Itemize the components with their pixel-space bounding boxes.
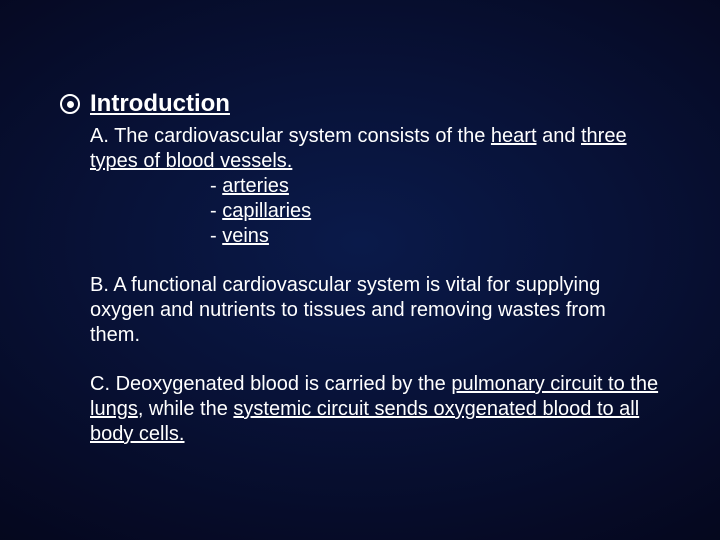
list-item: - arteries xyxy=(210,174,660,199)
vessel-list: - arteries - capillaries - veins xyxy=(90,174,660,249)
bullseye-icon xyxy=(60,94,80,114)
section-a-prefix: A. xyxy=(90,125,114,147)
section-c-text-2: , while the xyxy=(138,398,234,420)
section-b-text: A functional cardiovascular system is vi… xyxy=(90,274,606,346)
section-b: B. A functional cardiovascular system is… xyxy=(60,273,660,348)
list-item: - capillaries xyxy=(210,199,660,224)
dash: - xyxy=(210,225,222,247)
heading-row: Introduction xyxy=(60,90,660,118)
list-item: - veins xyxy=(210,224,660,249)
dash: - xyxy=(210,175,222,197)
section-c-prefix: C. xyxy=(90,373,116,395)
section-a-underline-heart: heart xyxy=(491,125,537,147)
vessel-name: arteries xyxy=(222,175,289,197)
section-c-text-1: Deoxygenated blood is carried by the xyxy=(116,373,452,395)
dash: - xyxy=(210,200,222,222)
section-a-text-2: and xyxy=(537,125,581,147)
section-b-prefix: B. xyxy=(90,274,113,296)
section-c: C. Deoxygenated blood is carried by the … xyxy=(60,372,660,447)
section-a-text-1: The cardiovascular system consists of th… xyxy=(114,125,491,147)
slide-heading: Introduction xyxy=(90,90,230,118)
section-a: A. The cardiovascular system consists of… xyxy=(60,124,660,249)
vessel-name: veins xyxy=(222,225,269,247)
vessel-name: capillaries xyxy=(222,200,311,222)
